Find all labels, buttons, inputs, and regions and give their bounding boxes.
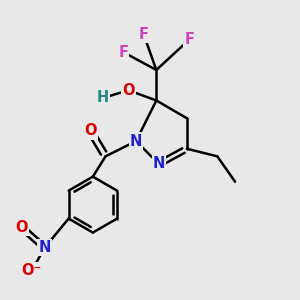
Text: O: O (122, 83, 135, 98)
Text: N: N (130, 134, 142, 148)
Text: H: H (97, 90, 109, 105)
Text: O⁻: O⁻ (22, 263, 42, 278)
Text: F: F (118, 45, 128, 60)
Text: N: N (153, 157, 165, 172)
Text: O: O (16, 220, 28, 235)
Text: O: O (84, 123, 97, 138)
Text: F: F (184, 32, 194, 47)
Text: N: N (38, 240, 51, 255)
Text: F: F (139, 27, 148, 42)
